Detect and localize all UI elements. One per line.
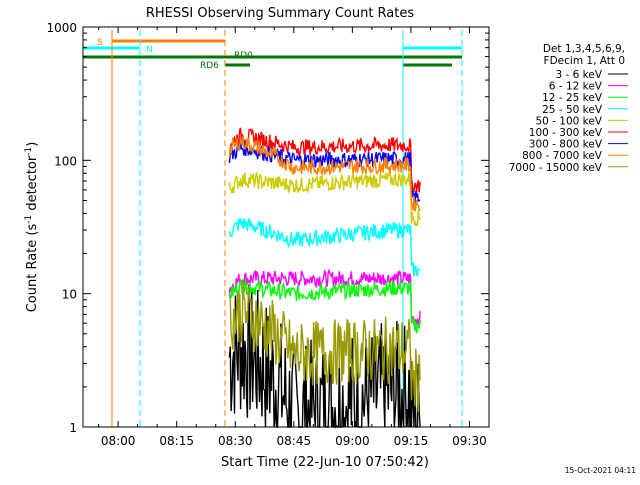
footer-date: 15-Oct-2021 04:11 (565, 466, 636, 475)
y-tick-label: 1000 (46, 21, 77, 35)
y-tick-label: 10 (62, 288, 77, 302)
legend-entry-label: 7000 - 15000 keV (509, 162, 603, 174)
legend-entry-label: 100 - 300 keV (529, 127, 603, 139)
night-label: N (146, 45, 153, 55)
y-tick-label: 1 (69, 421, 77, 435)
saa-label: S (97, 38, 103, 48)
x-tick-label: 09:30 (452, 434, 487, 448)
series-line (228, 277, 421, 334)
legend-entry-label: 300 - 800 keV (529, 139, 603, 151)
plot-frame (82, 26, 490, 428)
y-axis-label: Count Rate (s-1 detector-1) (24, 142, 40, 313)
x-axis-label: Start Time (22-Jun-10 07:50:42) (221, 455, 429, 470)
x-tick-label: 08:30 (218, 434, 253, 448)
legend-entry-label: 12 - 25 keV (542, 92, 603, 104)
legend-entry-label: 3 - 6 keV (555, 69, 602, 81)
chart-title: RHESSI Observing Summary Count Rates (146, 6, 415, 21)
series-line (228, 171, 421, 227)
legend-entry-label: 6 - 12 keV (549, 81, 603, 93)
series-line (228, 278, 421, 413)
legend-header-1: Det 1,3,4,5,6,9, (543, 43, 625, 55)
axes-layer: 08:00 08:15 08:30 08:45 09:00 09:15 09:30 1 10 10… (46, 21, 490, 448)
rd0-label: RD0 (234, 51, 253, 61)
x-tick-label: 09:00 (335, 434, 370, 448)
annotation-bars: S N RD0 RD6 (83, 38, 462, 71)
rd6-label: RD6 (200, 61, 219, 71)
legend-header-2: FDecim 1, Att 0 (544, 55, 625, 67)
series-line (228, 134, 421, 212)
x-tick-label: 08:45 (277, 434, 312, 448)
series-line (228, 218, 421, 278)
x-tick-label: 08:00 (101, 434, 136, 448)
x-tick-label: 08:15 (159, 434, 194, 448)
legend-entry-label: 50 - 100 keV (535, 115, 602, 127)
series-layer (228, 127, 421, 429)
legend-entry-label: 25 - 50 keV (542, 104, 603, 116)
legend-entry-label: 800 - 7000 keV (522, 150, 603, 162)
series-line (228, 127, 421, 194)
y-tick-label: 100 (54, 154, 77, 168)
x-tick-label: 09:15 (394, 434, 429, 448)
legend: Det 1,3,4,5,6,9, FDecim 1, Att 0 3 - 6 k… (509, 43, 628, 174)
